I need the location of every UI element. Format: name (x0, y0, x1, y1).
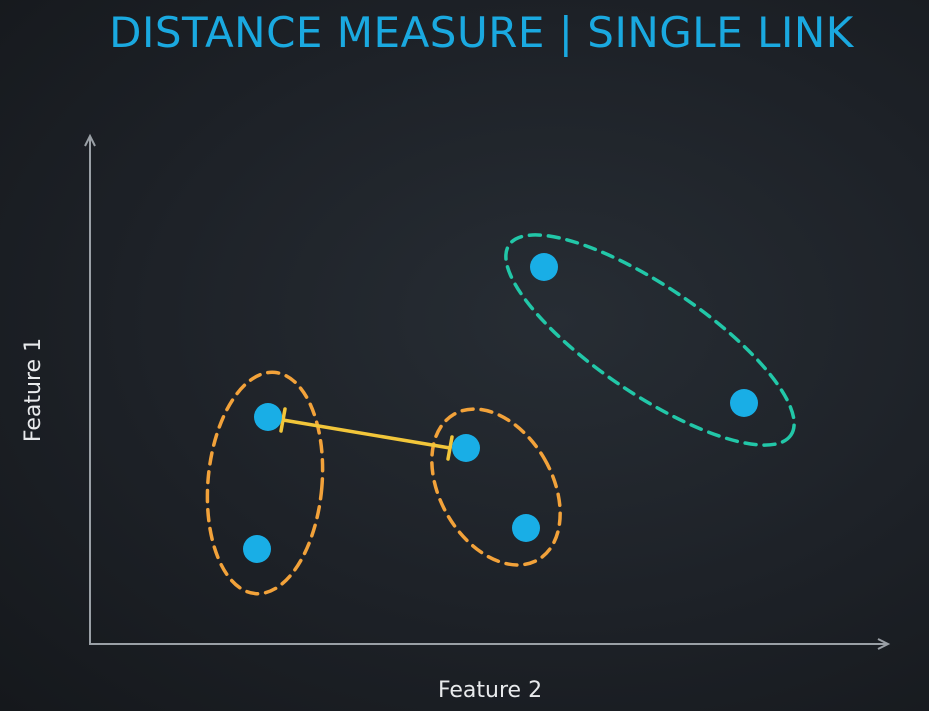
data-point (452, 434, 480, 462)
left-orange-cluster-outline (205, 370, 325, 596)
single-link-line (279, 407, 454, 461)
middle-orange-cluster-outline (430, 407, 562, 567)
x-axis-arrowhead (877, 638, 891, 650)
link-segment (281, 418, 452, 450)
data-point (530, 253, 558, 281)
data-point (730, 389, 758, 417)
teal-cluster-outline (504, 233, 796, 447)
y-axis-label: Feature 1 (21, 338, 46, 442)
data-points (243, 253, 758, 563)
axes (84, 133, 891, 650)
link-end-tick (446, 435, 454, 461)
slide-title: DISTANCE MEASURE | SINGLE LINK (109, 8, 854, 57)
y-axis-arrowhead (84, 133, 96, 147)
link-start-tick (279, 407, 287, 433)
x-axis-label: Feature 2 (438, 678, 542, 703)
data-point (512, 514, 540, 542)
data-point (254, 403, 282, 431)
data-point (243, 535, 271, 563)
